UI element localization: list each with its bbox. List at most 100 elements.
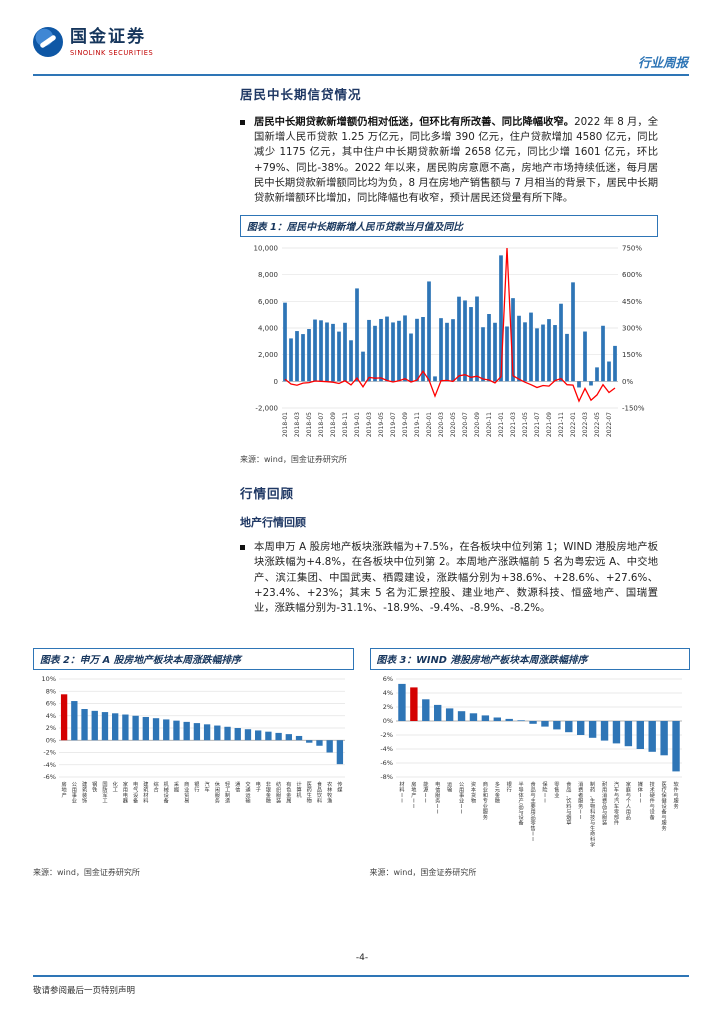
svg-text:-6%: -6%: [380, 759, 393, 767]
svg-text:制药、生物科技与生命科学: 制药、生物科技与生命科学: [590, 780, 596, 849]
figure2-title-box: 图表 2：申万 A 股房地产板块本周涨跌幅排序: [33, 648, 354, 670]
svg-text:2022-07: 2022-07: [606, 412, 613, 437]
svg-text:半导体产品与设备: 半导体产品与设备: [518, 780, 524, 827]
svg-text:2021-09: 2021-09: [546, 412, 553, 437]
svg-text:-2%: -2%: [43, 749, 56, 757]
svg-text:-2%: -2%: [380, 731, 393, 739]
svg-text:钢铁: 钢铁: [92, 780, 97, 794]
report-type-label: 行业周报: [637, 55, 688, 70]
figure1-chart: -2,000 -150% 0 0% 2,000 150% 4,000 300% 6,000 450…: [240, 240, 658, 452]
svg-text:2021-05: 2021-05: [522, 412, 529, 437]
svg-text:传媒: 传媒: [337, 780, 343, 794]
svg-text:2020-09: 2020-09: [474, 412, 481, 437]
svg-text:2,000: 2,000: [258, 351, 278, 359]
figure2-chart: -6% -4% -2% 0% 2% 4% 6% 8% 10% 房地产 公用事业 建筑装饰 钢铁 国防军工 化…: [33, 673, 354, 865]
credit-paragraph-bold: 居民中长期贷款新增额仍相对低迷，但环比有所改善、同比降幅收窄。: [254, 116, 575, 128]
svg-text:汽车: 汽车: [205, 780, 211, 794]
svg-text:2019-05: 2019-05: [378, 412, 385, 437]
svg-text:医疗保健设备与服务: 医疗保健设备与服务: [661, 781, 667, 832]
svg-text:600%: 600%: [622, 271, 642, 279]
svg-text:建筑装饰: 建筑装饰: [82, 780, 88, 805]
svg-text:8,000: 8,000: [258, 271, 278, 279]
footer-disclaimer: 敬请参阅最后一页特别声明: [33, 986, 136, 996]
figure1-source: 来源：wind，国金证券研究所: [240, 455, 347, 465]
svg-text:2018-03: 2018-03: [294, 412, 301, 437]
svg-text:零售业: 零售业: [554, 781, 560, 799]
svg-text:耐用消费品与服装: 耐用消费品与服装: [601, 780, 607, 827]
svg-text:-4%: -4%: [380, 745, 393, 753]
bullet-square-icon: [240, 120, 245, 125]
svg-text:建筑材料: 建筑材料: [143, 780, 149, 805]
svg-text:2021-01: 2021-01: [498, 412, 505, 437]
svg-text:150%: 150%: [622, 351, 642, 359]
svg-text:2018-09: 2018-09: [330, 412, 337, 437]
svg-text:-8%: -8%: [380, 773, 393, 781]
svg-text:0%: 0%: [46, 736, 56, 744]
figure1-title-box: 图表 1：居民中长期新增人民币贷款当月值及同比: [240, 215, 658, 238]
figure2-title: 图表 2：申万 A 股房地产板块本周涨跌幅排序: [40, 655, 241, 666]
logo-en-label: SINOLINK SECURITIES: [70, 48, 154, 57]
figure3-title-box: 图表 3：WIND 港股房地产板块本周涨跌幅排序: [369, 648, 690, 670]
svg-text:450%: 450%: [622, 298, 642, 306]
footer-divider: [33, 975, 689, 977]
svg-text:0%: 0%: [382, 717, 392, 725]
svg-text:化工: 化工: [113, 780, 118, 794]
market-paragraph: 本周申万 A 股房地产板块涨跌幅为+7.5%，在各板块中位列第 1；WIND 港…: [240, 540, 658, 616]
svg-text:综合: 综合: [153, 780, 159, 794]
market-paragraph-text: 本周申万 A 股房地产板块涨跌幅为+7.5%，在各板块中位列第 1；WIND 港…: [254, 541, 658, 615]
figure3-title: 图表 3：WIND 港股房地产板块本周涨跌幅排序: [376, 655, 588, 666]
svg-text:采掘: 采掘: [174, 781, 179, 794]
svg-text:2021-11: 2021-11: [558, 412, 565, 437]
svg-text:2020-07: 2020-07: [462, 412, 469, 437]
svg-text:有色金属: 有色金属: [286, 780, 292, 805]
svg-text:2022-01: 2022-01: [570, 412, 577, 437]
sinolink-logo: 国金证券 SINOLINK SECURITIES: [33, 27, 153, 57]
svg-text:机械设备: 机械设备: [164, 780, 170, 805]
svg-text:-2,000: -2,000: [255, 405, 278, 413]
svg-text:2020-03: 2020-03: [438, 412, 445, 437]
page-number: -4-: [355, 953, 369, 963]
svg-text:银行: 银行: [194, 780, 200, 794]
figure2-block: 图表 2：申万 A 股房地产板块本周涨跌幅排序 -6% -4% -2% 0% 2% 4% 6…: [33, 648, 354, 878]
sinolink-logo-icon: [33, 27, 63, 57]
svg-text:休闲服务: 休闲服务: [215, 780, 221, 805]
subsection-title-property: 地产行情回顾: [240, 516, 306, 530]
section-title-credit: 居民中长期信贷情况: [240, 87, 362, 102]
svg-text:2018-11: 2018-11: [342, 412, 349, 437]
svg-text:2019-03: 2019-03: [366, 412, 373, 437]
svg-text:国防军工: 国防军工: [102, 781, 107, 805]
svg-text:4,000: 4,000: [258, 325, 278, 333]
svg-text:电气设备: 电气设备: [133, 780, 139, 805]
svg-text:技术硬件与设备: 技术硬件与设备: [649, 780, 655, 821]
svg-text:6%: 6%: [382, 675, 392, 683]
svg-text:通信: 通信: [235, 780, 241, 794]
bullet-square-icon: [240, 545, 245, 551]
figure1-title: 图表 1：居民中长期新增人民币贷款当月值及同比: [247, 222, 463, 234]
svg-text:2019-11: 2019-11: [414, 412, 421, 437]
svg-text:2020-05: 2020-05: [450, 412, 457, 437]
credit-paragraph-text: 居民中长期贷款新增额仍相对低迷，但环比有所改善、同比降幅收窄。2022 年 8 …: [254, 115, 658, 206]
svg-text:-150%: -150%: [622, 405, 645, 413]
svg-text:2021-07: 2021-07: [534, 412, 541, 437]
svg-text:10,000: 10,000: [254, 245, 279, 253]
svg-text:2022-03: 2022-03: [582, 412, 589, 437]
svg-text:0: 0: [274, 378, 278, 386]
svg-text:0%: 0%: [622, 378, 633, 386]
svg-text:-6%: -6%: [43, 773, 56, 781]
svg-text:4%: 4%: [46, 712, 56, 720]
svg-text:计算机: 计算机: [296, 780, 302, 799]
svg-text:6%: 6%: [46, 700, 56, 708]
svg-text:2019-01: 2019-01: [354, 412, 361, 437]
svg-text:2018-05: 2018-05: [306, 412, 313, 437]
figure2-source: 来源：wind，国金证券研究所: [33, 868, 140, 877]
svg-text:商业和专业服务: 商业和专业服务: [482, 780, 488, 821]
svg-text:食品、饮料与烟草: 食品、饮料与烟草: [566, 780, 572, 827]
svg-text:多元金融: 多元金融: [494, 780, 500, 805]
